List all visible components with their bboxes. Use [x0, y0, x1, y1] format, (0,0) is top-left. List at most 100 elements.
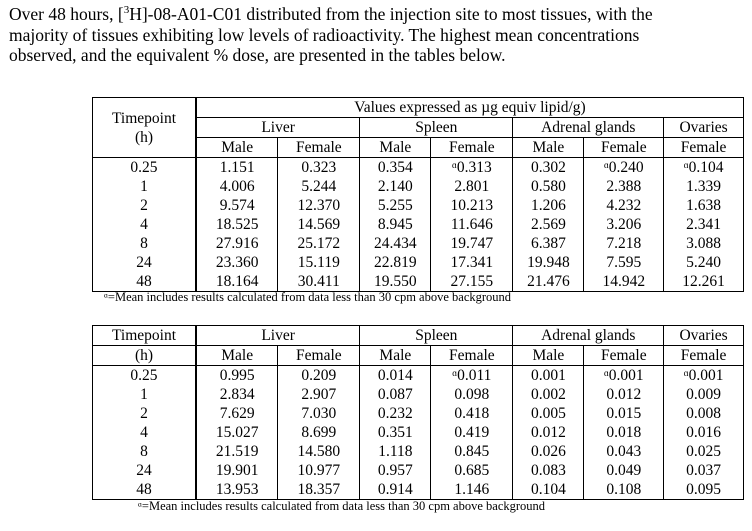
- value-cell: 0.323: [277, 157, 361, 177]
- intro-paragraph: Over 48 hours, [3H]-08-A01-C01 distribut…: [9, 4, 749, 66]
- value-cell: 4.232: [583, 196, 665, 215]
- timepoint-header: Timepoint: [91, 325, 197, 346]
- group-header: Liver: [195, 325, 361, 346]
- group-header: Spleen: [359, 325, 514, 346]
- value-cell: ᵅ0.001: [583, 365, 665, 385]
- value-cell: 15.027: [195, 423, 279, 442]
- intro-line-1: Over 48 hours, [3H]-08-A01-C01 distribut…: [9, 4, 653, 24]
- table-row: 48 18.164 30.411 19.550 27.155 21.476 14.942 12…: [91, 272, 744, 292]
- value-cell: 0.049: [583, 461, 665, 480]
- value-cell: 1.146: [430, 480, 514, 500]
- sex-header: Female: [277, 345, 361, 366]
- value-cell: 10.977: [277, 461, 361, 480]
- value-cell: 2.388: [583, 177, 665, 196]
- value-cell: 2.801: [430, 177, 514, 196]
- value-cell: 8.945: [359, 215, 432, 234]
- value-cell: ᵅ0.104: [663, 157, 744, 177]
- value-cell: 15.119: [277, 253, 361, 272]
- table-row: 24 19.901 10.977 0.957 0.685 0.083 0.049 0.037: [91, 461, 744, 480]
- value-cell: 23.360: [195, 253, 279, 272]
- group-header: Ovaries: [663, 117, 744, 138]
- value-cell: 19.550: [359, 272, 432, 292]
- value-cell: 0.098: [430, 385, 514, 404]
- value-cell: 7.030: [277, 404, 361, 423]
- sex-header: Male: [359, 137, 432, 158]
- value-cell: 1.151: [195, 157, 279, 177]
- timepoint-cell: 2: [91, 196, 197, 215]
- timepoint-cell: 0.25: [91, 157, 197, 177]
- value-cell: 0.232: [359, 404, 432, 423]
- value-cell: 14.580: [277, 442, 361, 461]
- value-cell: 14.942: [583, 272, 665, 292]
- value-cell: 0.002: [512, 385, 585, 404]
- timepoint-unit: (h): [91, 345, 197, 366]
- value-cell: 3.206: [583, 215, 665, 234]
- table-row: 2 9.574 12.370 5.255 10.213 1.206 4.232 1.638: [91, 196, 744, 215]
- group-header: Adrenal glands: [512, 117, 665, 138]
- timepoint-cell: 1: [91, 385, 197, 404]
- value-cell: 6.387: [512, 234, 585, 253]
- sex-header: Male: [512, 345, 585, 366]
- value-cell: 7.595: [583, 253, 665, 272]
- value-cell: 0.087: [359, 385, 432, 404]
- value-cell: 0.012: [583, 385, 665, 404]
- value-cell: 0.914: [359, 480, 432, 500]
- value-cell: 0.025: [663, 442, 744, 461]
- value-cell: 0.016: [663, 423, 744, 442]
- sex-header: Male: [195, 137, 279, 158]
- table1-body: 0.25 1.151 0.323 0.354 ᵅ0.313 0.302 ᵅ0.240 ᵅ0.1…: [91, 157, 744, 292]
- table-row: 8 21.519 14.580 1.118 0.845 0.026 0.043 0.025: [91, 442, 744, 461]
- value-cell: 5.255: [359, 196, 432, 215]
- sex-header: Male: [195, 345, 279, 366]
- value-cell: 7.218: [583, 234, 665, 253]
- table2-body: 0.25 0.995 0.209 0.014 ᵅ0.011 0.001 ᵅ0.001 ᵅ0.0…: [91, 365, 744, 500]
- value-cell: 4.006: [195, 177, 279, 196]
- sex-header-row: Male Female Male Female Male Female Fema…: [93, 137, 744, 158]
- table1-footnote: ᵅ=Mean includes results calculated from …: [104, 290, 512, 304]
- value-cell: 0.957: [359, 461, 432, 480]
- value-cell: 0.104: [512, 480, 585, 500]
- value-cell: 0.419: [430, 423, 514, 442]
- timepoint-cell: 8: [91, 442, 197, 461]
- value-cell: 0.108: [583, 480, 665, 500]
- value-cell: 1.638: [663, 196, 744, 215]
- table-row: 0.25 0.995 0.209 0.014 ᵅ0.011 0.001 ᵅ0.001 ᵅ0.0…: [91, 365, 744, 385]
- table-row: 24 23.360 15.119 22.819 17.341 19.948 7.595 5.2…: [91, 253, 744, 272]
- value-cell: 0.012: [512, 423, 585, 442]
- value-cell: 0.014: [359, 365, 432, 385]
- sex-header: Female: [663, 345, 744, 366]
- value-cell: 5.240: [663, 253, 744, 272]
- sex-header: Female: [430, 137, 514, 158]
- table-row: 0.25 1.151 0.323 0.354 ᵅ0.313 0.302 ᵅ0.240 ᵅ0.1…: [91, 157, 744, 177]
- value-cell: 18.357: [277, 480, 361, 500]
- value-cell: 10.213: [430, 196, 514, 215]
- value-cell: 1.206: [512, 196, 585, 215]
- value-cell: 0.354: [359, 157, 432, 177]
- value-cell: 21.476: [512, 272, 585, 292]
- value-cell: 30.411: [277, 272, 361, 292]
- value-cell: 25.172: [277, 234, 361, 253]
- value-cell: 1.118: [359, 442, 432, 461]
- value-cell: 2.834: [195, 385, 279, 404]
- value-cell: 13.953: [195, 480, 279, 500]
- value-cell: ᵅ0.313: [430, 157, 514, 177]
- timepoint-header: Timepoint (h): [91, 97, 197, 158]
- intro-line-3: observed, and the equivalent % dose, are…: [9, 45, 506, 65]
- value-cell: 14.569: [277, 215, 361, 234]
- value-cell: 0.209: [277, 365, 361, 385]
- sex-header: Male: [359, 345, 432, 366]
- sex-header: Female: [663, 137, 744, 158]
- timepoint-cell: 4: [91, 215, 197, 234]
- table-row: 8 27.916 25.172 24.434 19.747 6.387 7.218 3.088: [91, 234, 744, 253]
- value-cell: 19.747: [430, 234, 514, 253]
- timepoint-cell: 0.25: [91, 365, 197, 385]
- group-header: Spleen: [359, 117, 514, 138]
- value-cell: 24.434: [359, 234, 432, 253]
- value-cell: 0.351: [359, 423, 432, 442]
- value-cell: 21.519: [195, 442, 279, 461]
- value-cell: 12.261: [663, 272, 744, 292]
- value-cell: 0.001: [512, 365, 585, 385]
- sex-header: Male: [512, 137, 585, 158]
- sex-header: Female: [583, 345, 665, 366]
- group-header: Liver: [195, 117, 361, 138]
